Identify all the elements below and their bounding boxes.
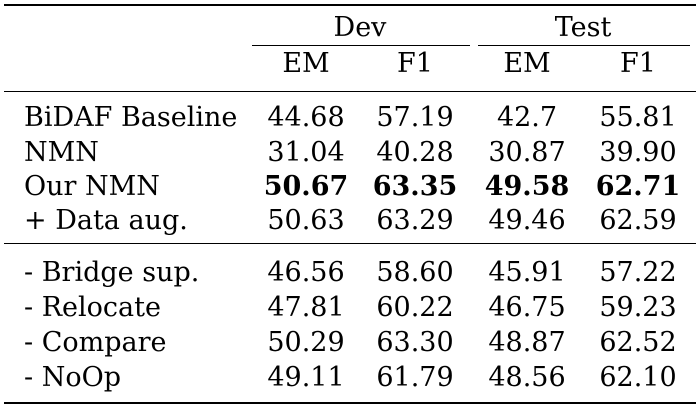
- group-header-dev: Dev: [333, 12, 387, 43]
- cell-test-f1: 39.90: [599, 137, 677, 168]
- cell-dev-em: 50.63: [267, 205, 345, 236]
- cell-test-em: 48.56: [488, 362, 566, 393]
- col-header-test-f1: F1: [620, 48, 656, 79]
- cell-test-em: 46.75: [488, 292, 566, 323]
- cell-test-f1: 62.59: [599, 205, 677, 236]
- section-rule: [4, 243, 696, 244]
- row-label: - Bridge sup.: [24, 257, 200, 288]
- row-label: BiDAF Baseline: [24, 102, 238, 133]
- cell-test-f1: 62.71: [595, 171, 681, 202]
- cell-dev-em: 50.67: [263, 171, 349, 202]
- cell-dev-em: 46.56: [267, 257, 345, 288]
- cell-dev-f1: 63.35: [372, 171, 458, 202]
- cell-dev-f1: 63.29: [376, 205, 454, 236]
- cell-test-em: 30.87: [488, 137, 566, 168]
- row-label: NMN: [24, 137, 99, 168]
- header-rule: [4, 91, 696, 92]
- cell-dev-f1: 40.28: [376, 137, 454, 168]
- col-header-test-em: EM: [503, 48, 551, 79]
- cell-dev-f1: 61.79: [376, 362, 454, 393]
- cell-test-em: 45.91: [488, 257, 566, 288]
- cell-test-em: 49.46: [488, 205, 566, 236]
- cell-dev-f1: 58.60: [376, 257, 454, 288]
- cell-dev-f1: 60.22: [376, 292, 454, 323]
- cell-test-em: 42.7: [496, 102, 558, 133]
- row-label: - Relocate: [24, 292, 161, 323]
- cell-test-f1: 57.22: [599, 257, 677, 288]
- cell-dev-em: 49.11: [267, 362, 345, 393]
- cell-dev-em: 31.04: [267, 137, 345, 168]
- cell-dev-f1: 57.19: [376, 102, 454, 133]
- cell-test-f1: 62.52: [599, 327, 677, 358]
- cell-dev-em: 50.29: [267, 327, 345, 358]
- col-header-dev-f1: F1: [397, 48, 433, 79]
- cell-test-f1: 59.23: [599, 292, 677, 323]
- top-rule: [4, 4, 696, 6]
- col-header-dev-em: EM: [282, 48, 330, 79]
- cell-test-f1: 55.81: [599, 102, 677, 133]
- row-label: + Data aug.: [24, 205, 188, 236]
- cell-test-f1: 62.10: [599, 362, 677, 393]
- row-label: - NoOp: [24, 362, 122, 393]
- row-label: - Compare: [24, 327, 167, 358]
- cell-dev-em: 47.81: [267, 292, 345, 323]
- cell-test-em: 49.58: [484, 171, 570, 202]
- test-underline: [478, 45, 690, 46]
- row-label: Our NMN: [24, 171, 160, 202]
- group-header-test: Test: [554, 12, 612, 43]
- cell-dev-f1: 63.30: [376, 327, 454, 358]
- bottom-rule: [4, 402, 696, 404]
- cell-dev-em: 44.68: [267, 102, 345, 133]
- dev-underline: [252, 45, 470, 46]
- cell-test-em: 48.87: [488, 327, 566, 358]
